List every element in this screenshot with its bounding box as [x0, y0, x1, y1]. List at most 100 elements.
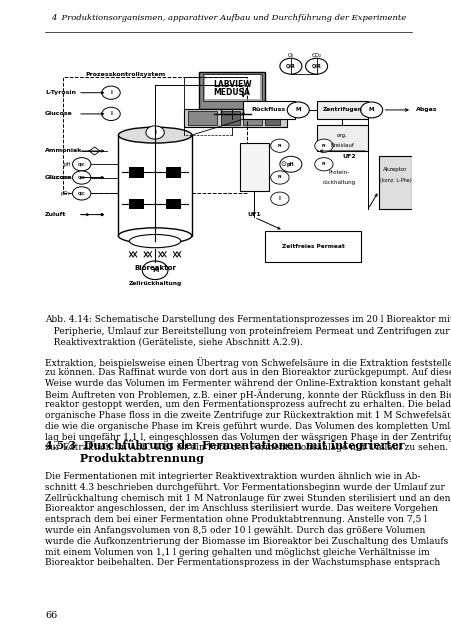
- Text: I: I: [154, 130, 156, 135]
- Bar: [204, 76, 259, 99]
- Text: organische Phase floss in die zweite Zentrifuge zur Rückextraktion mit 1 M Schwe: organische Phase floss in die zweite Zen…: [45, 411, 451, 420]
- Circle shape: [101, 86, 120, 99]
- Bar: [202, 74, 261, 100]
- Circle shape: [142, 261, 168, 280]
- Text: lag bei ungefähr 1,1 l, eingeschlossen das Volumen der wässrigen Phase in der Ze: lag bei ungefähr 1,1 l, eingeschlossen d…: [45, 433, 451, 442]
- Text: PI: PI: [321, 163, 326, 166]
- Text: O₂: O₂: [287, 53, 294, 58]
- Text: Zentrifugen: Zentrifugen: [322, 108, 361, 113]
- Text: Prozesskontrollsystem: Prozesskontrollsystem: [85, 72, 166, 77]
- Text: QIC: QIC: [78, 191, 85, 195]
- Text: LABVIEW: LABVIEW: [212, 80, 251, 89]
- Text: Abb. 4.14: Schematische Darstellung des Fermentationsprozesses im 20 l Bioreakto: Abb. 4.14: Schematische Darstellung des …: [45, 315, 451, 324]
- Ellipse shape: [118, 228, 191, 244]
- Text: Die Fermentationen mit integrierter Reaktivextraktion wurden ähnlich wie in Ab-: Die Fermentationen mit integrierter Reak…: [45, 472, 419, 481]
- Text: Ammoniak: Ammoniak: [45, 148, 82, 154]
- Bar: [316, 125, 367, 151]
- Text: wurde ein Anfangsvolumen von 8,5 oder 10 l gewählt. Durch das größere Volumen: wurde ein Anfangsvolumen von 8,5 oder 10…: [45, 526, 424, 535]
- Text: MEDUSA: MEDUSA: [213, 88, 250, 97]
- Text: M: M: [295, 108, 300, 113]
- Text: Glucose: Glucose: [45, 175, 73, 180]
- Circle shape: [305, 58, 327, 74]
- Text: org.: org.: [336, 132, 347, 138]
- Text: Beim Auftreten von Problemen, z.B. einer pH-Änderung, konnte der Rückfluss in de: Beim Auftreten von Problemen, z.B. einer…: [45, 389, 451, 401]
- Text: reaktor gestoppt werden, um den Fermentationsprozess aufrecht zu erhalten. Die b: reaktor gestoppt werden, um den Fermenta…: [45, 400, 451, 409]
- Text: PI: PI: [321, 144, 326, 148]
- Bar: [378, 156, 411, 209]
- Text: Akzeptor: Akzeptor: [382, 167, 407, 172]
- Text: Glucose: Glucose: [45, 111, 73, 116]
- Text: rückhaltung: rückhaltung: [321, 180, 354, 186]
- Text: die wie die organische Phase im Kreis geführt wurde. Das Volumen des kompletten : die wie die organische Phase im Kreis ge…: [45, 422, 451, 431]
- Circle shape: [360, 102, 382, 118]
- Text: Zeitfreies Permeat: Zeitfreies Permeat: [281, 244, 344, 249]
- Text: M: M: [152, 268, 158, 273]
- Bar: [166, 198, 180, 209]
- Text: PI: PI: [277, 144, 281, 148]
- Text: Peripherie, Umlauf zur Bereitstellung von proteinfreiem Permeat und Zentrifugen : Peripherie, Umlauf zur Bereitstellung vo…: [45, 326, 449, 335]
- Circle shape: [72, 171, 91, 184]
- Bar: [63, 77, 246, 193]
- Text: Reaktivextraktion (Geräteliste, siehe Abschnitt A.2.9).: Reaktivextraktion (Geräteliste, siehe Ab…: [45, 338, 302, 347]
- Text: Bioreaktor angeschlossen, der im Anschluss sterilisiert wurde. Das weitere Vorge: Bioreaktor angeschlossen, der im Anschlu…: [45, 504, 437, 513]
- Text: entsprach dem bei einer Fermentation ohne Produktabtrennung. Anstelle von 7,5 l: entsprach dem bei einer Fermentation ohn…: [45, 515, 426, 524]
- Text: pH: pH: [286, 162, 294, 167]
- Circle shape: [101, 108, 120, 120]
- Bar: [118, 135, 191, 236]
- Text: M: M: [368, 108, 373, 113]
- Ellipse shape: [118, 127, 191, 143]
- Bar: [166, 167, 180, 177]
- Text: zu können. Das Raffinat wurde von dort aus in den Bioreaktor zurückgepumpt. Auf : zu können. Das Raffinat wurde von dort a…: [45, 368, 451, 377]
- Text: 4  Produktionsorganismen, apparativer Aufbau und Durchführung der Experimente: 4 Produktionsorganismen, apparativer Auf…: [51, 14, 405, 22]
- Text: Extraktion, beispielsweise einen Übertrag von Schwefelsäure in die Extraktion fe: Extraktion, beispielsweise einen Übertra…: [45, 357, 451, 368]
- Circle shape: [72, 157, 91, 171]
- Bar: [239, 143, 268, 191]
- Bar: [243, 111, 261, 125]
- Text: ⊙: ⊙: [280, 161, 286, 167]
- Circle shape: [286, 102, 308, 118]
- Text: pO₂: pO₂: [61, 191, 70, 196]
- Circle shape: [146, 126, 164, 139]
- Text: I: I: [110, 90, 112, 95]
- Text: Zellrückhaltung: Zellrückhaltung: [128, 281, 181, 286]
- Bar: [221, 111, 239, 125]
- Bar: [129, 167, 144, 177]
- Text: I: I: [278, 196, 280, 201]
- Text: UF2: UF2: [342, 154, 356, 159]
- Text: QIC: QIC: [78, 175, 85, 179]
- Text: schnitt 4.3 beschrieben durchgeführt. Vor Fermentationsbeginn wurde der Umlauf z: schnitt 4.3 beschrieben durchgeführt. Vo…: [45, 483, 444, 492]
- Text: QIR: QIR: [311, 64, 321, 68]
- Text: mit einem Volumen von 1,1 l gering gehalten und möglichst gleiche Verhältnisse i: mit einem Volumen von 1,1 l gering gehal…: [45, 548, 429, 557]
- Circle shape: [314, 157, 332, 171]
- Circle shape: [270, 139, 289, 152]
- Text: 66: 66: [45, 611, 57, 620]
- Text: Weise wurde das Volumen im Fermenter während der Online-Extraktion konstant geha: Weise wurde das Volumen im Fermenter wäh…: [45, 379, 451, 388]
- Text: Glucose: Glucose: [49, 175, 70, 180]
- Text: Zellrückhaltung chemisch mit 1 M Natronlauge für zwei Stunden sterilisiert und a: Zellrückhaltung chemisch mit 1 M Natronl…: [45, 493, 450, 502]
- Text: QIR: QIR: [285, 64, 295, 68]
- Text: PI: PI: [277, 175, 281, 179]
- Circle shape: [72, 187, 91, 200]
- Bar: [265, 111, 279, 125]
- Bar: [243, 100, 294, 119]
- Bar: [129, 198, 144, 209]
- Bar: [265, 230, 360, 262]
- Text: CO₂: CO₂: [311, 53, 321, 58]
- Text: Abgas: Abgas: [415, 108, 436, 113]
- Circle shape: [279, 58, 301, 74]
- Text: Produktabtrennung: Produktabtrennung: [45, 454, 203, 465]
- Bar: [316, 100, 367, 119]
- Text: (konz. L-Phe): (konz. L-Phe): [379, 178, 410, 182]
- Text: wurde die Aufkonzentrierung der Biomasse im Bioreaktor bei Zuschaltung des Umlau: wurde die Aufkonzentrierung der Biomasse…: [45, 537, 447, 546]
- Bar: [188, 111, 217, 125]
- Text: 4.5.3  Durchführung der Fermentationen mit integrierter: 4.5.3 Durchführung der Fermentationen mi…: [45, 440, 404, 451]
- Text: zur Extraktion. In Abb. 4.15 ist ein Foto der Fermentationsanlage mit Umlauf zu : zur Extraktion. In Abb. 4.15 ist ein Fot…: [45, 444, 447, 452]
- Text: L-Tyrosin: L-Tyrosin: [45, 90, 76, 95]
- Bar: [184, 109, 286, 127]
- Text: pH: pH: [63, 162, 70, 167]
- Circle shape: [279, 156, 301, 172]
- Text: Bioreaktor: Bioreaktor: [134, 264, 175, 271]
- Circle shape: [270, 192, 289, 205]
- Bar: [199, 72, 265, 109]
- Text: QIC: QIC: [78, 163, 85, 166]
